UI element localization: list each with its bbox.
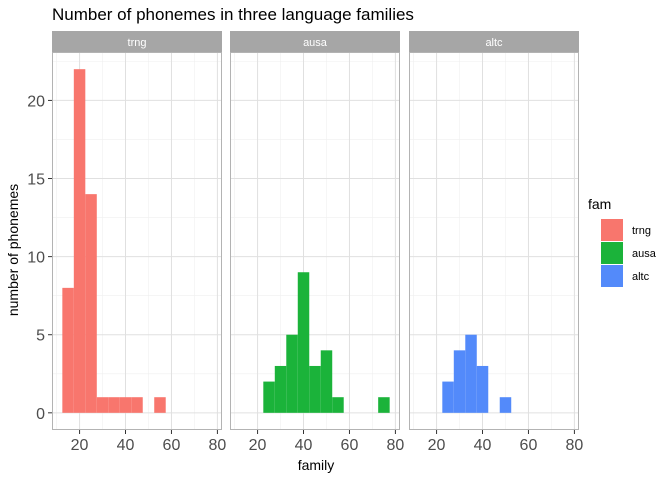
histogram-bar (119, 397, 132, 413)
x-tick-label: 20 (428, 437, 446, 454)
histogram-bar (320, 350, 333, 413)
panel-border (409, 52, 579, 430)
facet-panel-ausa: ausa 20 40 60 80 (230, 31, 404, 454)
histogram-bar (476, 365, 489, 413)
histogram-bar (154, 397, 166, 413)
facet-strip (230, 31, 400, 52)
x-tick-label: 60 (341, 437, 359, 454)
legend-label-trng: trng (632, 225, 651, 237)
legend-key-ausa (601, 242, 623, 264)
histogram-bar (131, 397, 143, 413)
histogram-bar (85, 194, 97, 413)
x-tick-label: 20 (71, 437, 89, 454)
y-axis: 0 5 10 15 20 (27, 93, 52, 423)
y-tick-label: 20 (27, 93, 45, 110)
x-tick-label: 60 (520, 437, 538, 454)
y-tick-label: 5 (36, 328, 45, 345)
facet-strip-label: altc (485, 37, 503, 49)
facet-panel-altc: altc 20 40 60 80 (409, 31, 583, 454)
y-tick-label: 10 (27, 250, 45, 267)
y-axis-title: number of phonemes (5, 184, 21, 316)
x-axis-ausa: 20 40 60 80 (249, 430, 405, 454)
facet-strip (409, 31, 579, 52)
y-tick-label: 0 (36, 406, 45, 423)
legend-title: fam (588, 196, 611, 212)
histogram-bar (499, 397, 512, 413)
histogram-bar (286, 334, 298, 413)
x-tick-label: 80 (209, 437, 227, 454)
legend: fam trng ausa altc (588, 196, 657, 287)
histogram-bar (332, 397, 344, 413)
x-tick-label: 40 (117, 437, 135, 454)
histogram-bar (73, 69, 86, 413)
histogram-bar (465, 334, 477, 413)
histogram-bar (263, 381, 275, 413)
legend-key-altc (601, 265, 623, 287)
facet-strip-label: ausa (303, 37, 328, 49)
x-tick-label: 20 (249, 437, 267, 454)
panel-border (52, 52, 222, 430)
histogram-bar (309, 365, 321, 413)
facet-strip-label: trng (128, 37, 147, 49)
histogram-bar (62, 287, 74, 413)
histogram-bar (96, 397, 109, 413)
facet-strip (52, 31, 222, 52)
x-tick-label: 60 (163, 437, 181, 454)
facet-panel-trng: trng 20 40 60 80 (52, 31, 226, 454)
legend-label-altc: altc (632, 271, 650, 283)
legend-label-ausa: ausa (632, 248, 657, 260)
facet-panels: trng 20 40 60 80 ausa 20 40 60 80 altc 20 40 60 80 (52, 31, 583, 454)
x-tick-label: 40 (295, 437, 313, 454)
histogram-bar (378, 397, 390, 413)
panel-border (230, 52, 400, 430)
panel-background (409, 52, 579, 430)
histogram-bar (297, 272, 310, 413)
x-axis-title: family (298, 457, 335, 473)
legend-key-trng (601, 219, 623, 241)
x-tick-label: 80 (387, 437, 405, 454)
x-tick-label: 40 (474, 437, 492, 454)
x-tick-label: 80 (566, 437, 584, 454)
chart-title: Number of phonemes in three language fam… (52, 5, 414, 24)
histogram-bar (274, 365, 287, 413)
histogram-bar (453, 350, 466, 413)
x-axis-altc: 20 40 60 80 (428, 430, 584, 454)
y-tick-label: 15 (27, 172, 45, 189)
histogram-bar (108, 397, 120, 413)
histogram-bar (442, 381, 454, 413)
x-axis-trng: 20 40 60 80 (71, 430, 227, 454)
gridlines (230, 52, 400, 430)
